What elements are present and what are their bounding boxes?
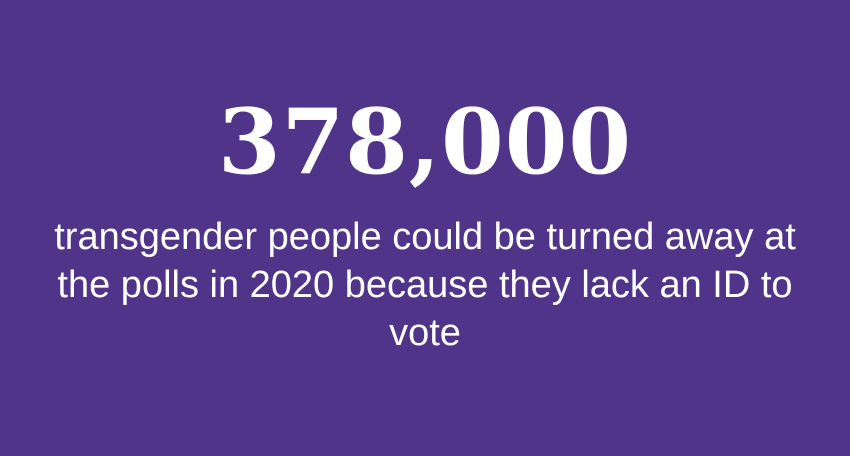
stat-caption: transgender people could be turned away … (54, 216, 796, 354)
stat-number: 378,000 (217, 89, 633, 195)
